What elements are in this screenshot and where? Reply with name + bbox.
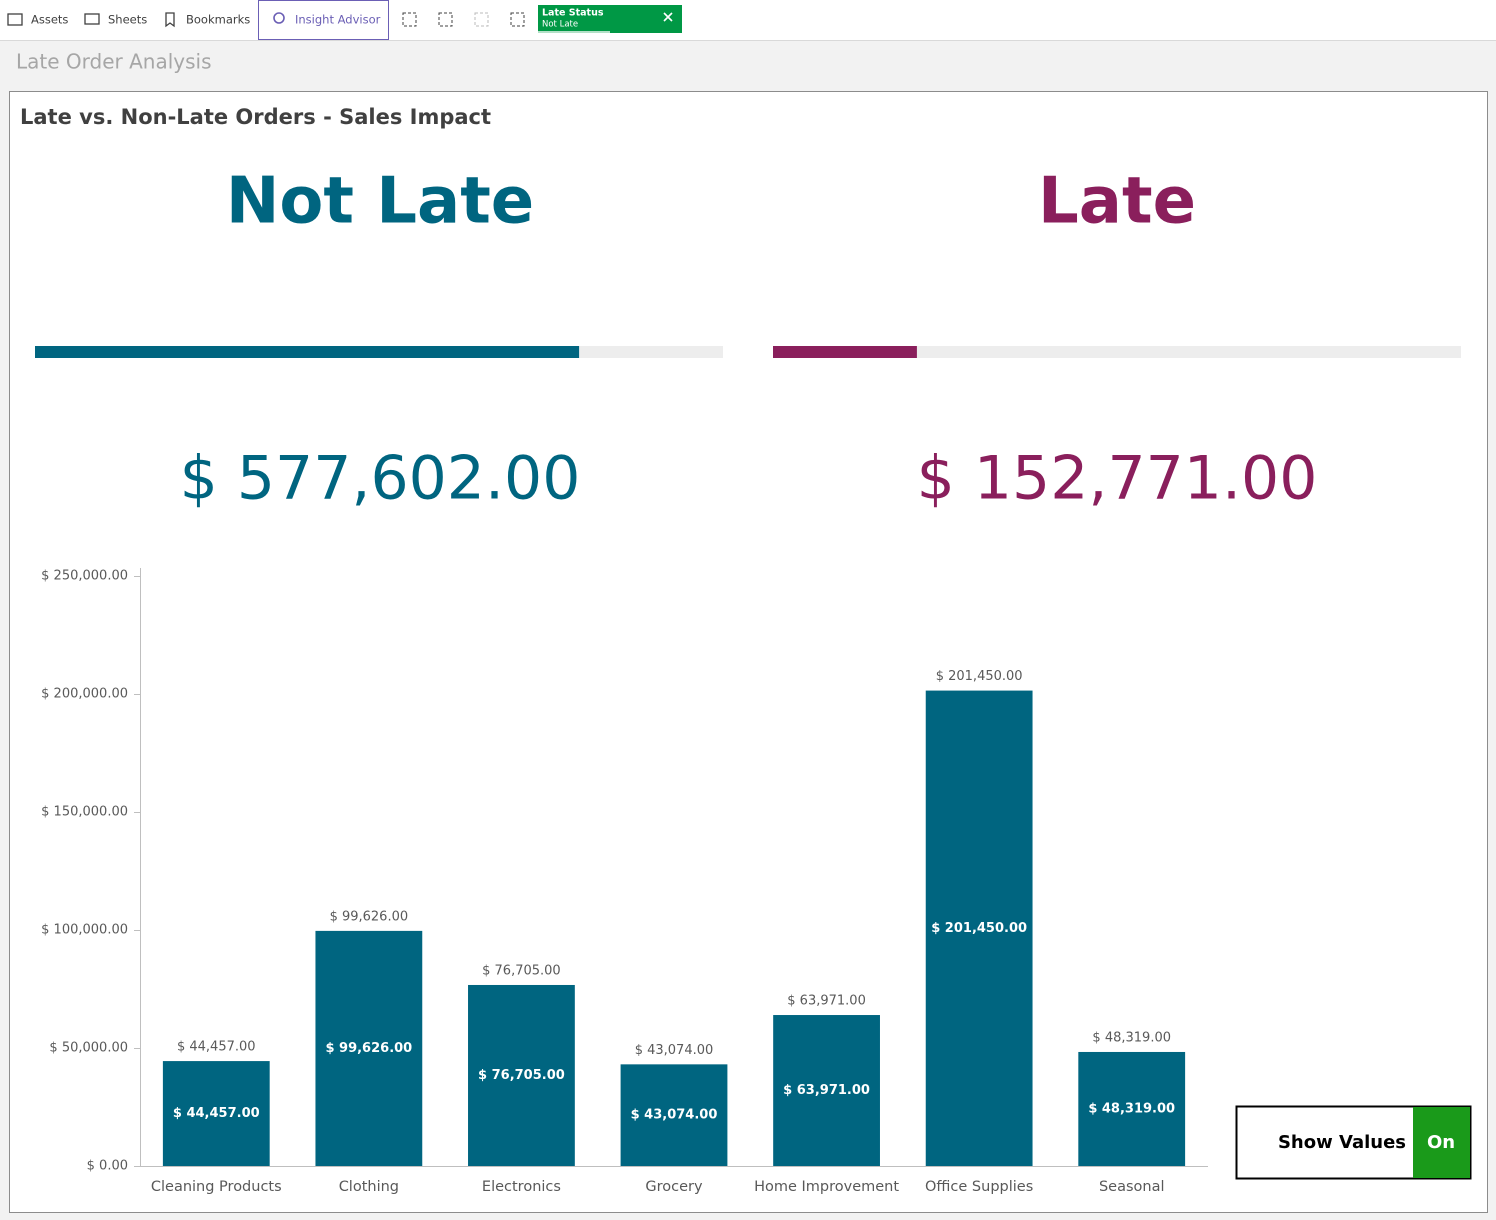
- value-label-inside: $ 43,074.00: [631, 1108, 718, 1123]
- y-tick-label: $ 150,000.00: [41, 805, 128, 820]
- bar[interactable]: [925, 690, 1033, 1166]
- value-label-inside: $ 76,705.00: [478, 1068, 565, 1083]
- toolbar-item[interactable]: Bookmarks: [186, 13, 250, 27]
- y-tick-label: $ 100,000.00: [41, 923, 128, 938]
- sheet-title: Late Order Analysis: [16, 50, 212, 74]
- kpi-bar-track: [773, 346, 1461, 358]
- x-tick-label: Seasonal: [1099, 1179, 1165, 1195]
- panel-title: Late vs. Non-Late Orders - Sales Impact: [20, 105, 491, 129]
- bar[interactable]: [315, 930, 423, 1166]
- insight-icon: [273, 12, 285, 24]
- panel: [9, 91, 1488, 1213]
- x-tick-label: Electronics: [482, 1179, 561, 1195]
- y-tick-label: $ 50,000.00: [49, 1041, 128, 1056]
- toggle-label: Show Values: [1278, 1132, 1406, 1153]
- value-label-outside: $ 48,319.00: [1092, 1030, 1171, 1045]
- tool-icon[interactable]: [402, 12, 417, 27]
- show-values-toggle[interactable]: Show Values On: [1235, 1105, 1472, 1180]
- kpi-label: Not Late: [226, 165, 534, 239]
- value-label-inside: $ 99,626.00: [325, 1041, 412, 1056]
- value-label-outside: $ 201,450.00: [936, 669, 1023, 684]
- kpi-bar-fill: [773, 346, 917, 358]
- selection-clear[interactable]: [663, 12, 673, 22]
- toolbar-item[interactable]: Assets: [31, 13, 68, 27]
- selection-field: Late Status: [542, 8, 604, 19]
- selection-chip-bar: [538, 31, 610, 33]
- bookmarks-icon: [165, 12, 175, 28]
- insight-advisor-frame: [258, 0, 389, 40]
- tool-icon[interactable]: [510, 12, 525, 27]
- value-label-inside: $ 48,319.00: [1088, 1101, 1175, 1116]
- value-label-outside: $ 99,626.00: [330, 909, 409, 924]
- toolbar: [0, 0, 1496, 40]
- selection-chip[interactable]: [538, 5, 682, 33]
- kpi-bar-fill: [35, 346, 580, 358]
- x-tick-label: Cleaning Products: [151, 1179, 282, 1195]
- value-label-outside: $ 43,074.00: [635, 1043, 714, 1058]
- selection-value: Not Late: [542, 20, 578, 30]
- toggle-state: On: [1427, 1132, 1455, 1153]
- value-label-inside: $ 44,457.00: [173, 1106, 260, 1121]
- kpi-label: Late: [1038, 165, 1196, 239]
- tool-icon: [474, 12, 489, 27]
- y-tick-label: $ 250,000.00: [41, 569, 128, 584]
- bar[interactable]: [773, 1015, 880, 1166]
- x-tick-label: Office Supplies: [925, 1179, 1033, 1195]
- value-label-outside: $ 76,705.00: [482, 963, 561, 978]
- y-tick-label: $ 200,000.00: [41, 687, 128, 702]
- toolbar-item[interactable]: Sheets: [108, 13, 147, 27]
- bar[interactable]: [620, 1064, 728, 1166]
- value-label-outside: $ 44,457.00: [177, 1040, 256, 1055]
- x-tick-label: Grocery: [645, 1179, 703, 1195]
- assets-icon: [7, 13, 23, 26]
- value-label-outside: $ 63,971.00: [787, 994, 866, 1009]
- sheets-icon: [84, 13, 100, 25]
- tool-icon[interactable]: [438, 12, 453, 27]
- bar[interactable]: [162, 1061, 270, 1166]
- value-label-inside: $ 63,971.00: [783, 1083, 870, 1098]
- toggle-state-bg[interactable]: [1413, 1107, 1470, 1178]
- x-tick-label: Home Improvement: [754, 1179, 899, 1195]
- value-label-inside: $ 201,450.00: [931, 921, 1027, 936]
- bar[interactable]: [1078, 1051, 1186, 1166]
- toolbar-item[interactable]: Insight Advisor: [295, 13, 381, 27]
- kpi-value: $ 152,771.00: [917, 444, 1318, 514]
- bar[interactable]: [468, 984, 575, 1166]
- y-tick-label: $ 0.00: [87, 1159, 128, 1174]
- kpi-value: $ 577,602.00: [180, 444, 581, 514]
- x-tick-label: Clothing: [339, 1179, 399, 1195]
